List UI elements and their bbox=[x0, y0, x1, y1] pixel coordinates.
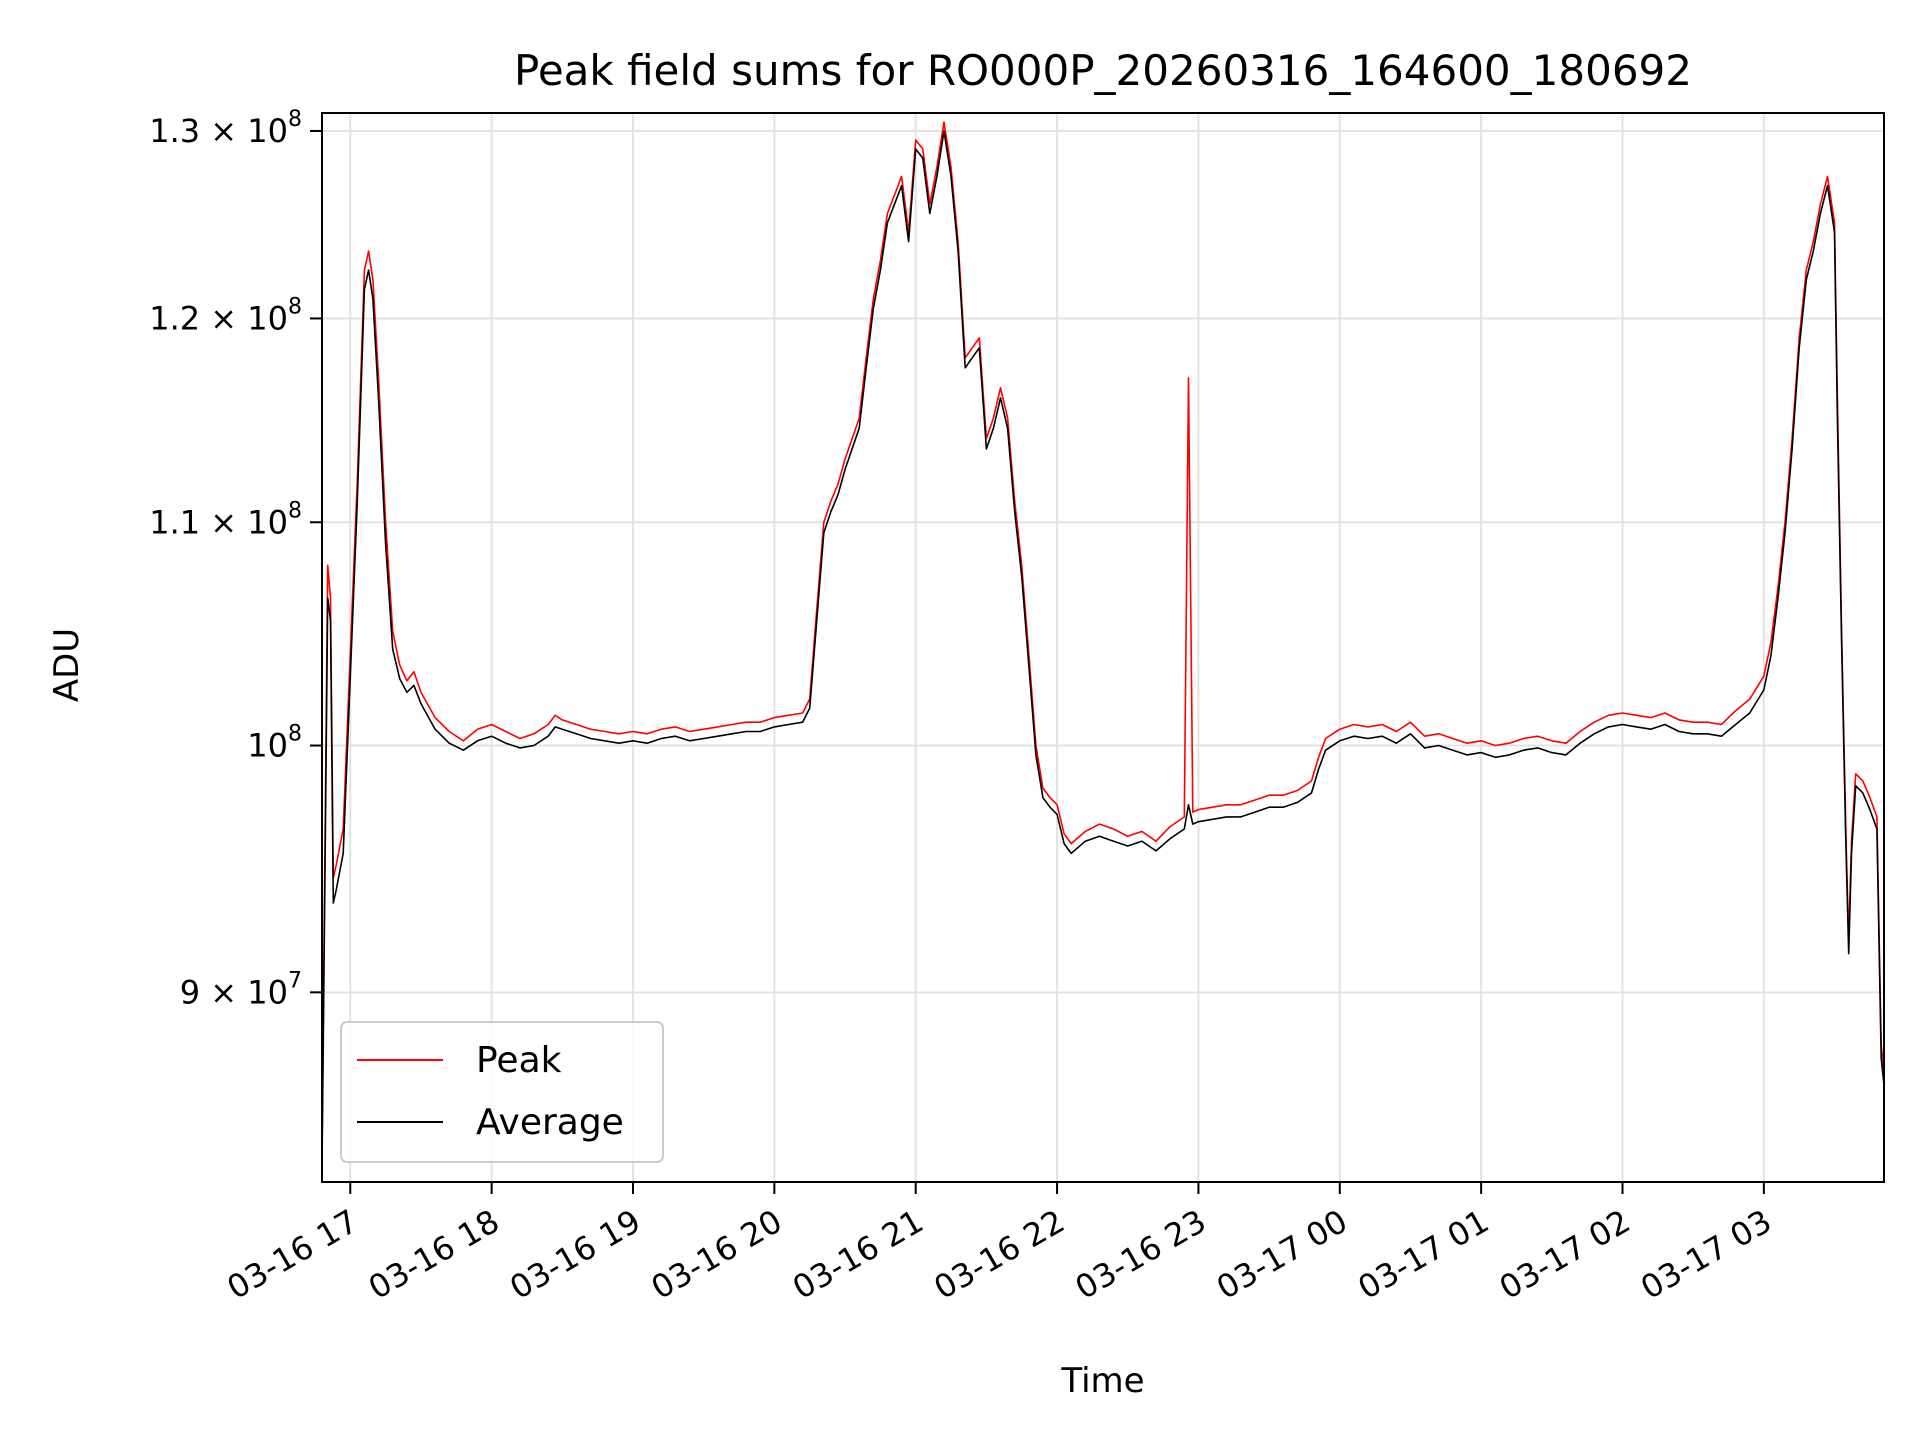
y-tick-label: 1.1 × 108 bbox=[149, 498, 302, 541]
series-layer bbox=[322, 121, 1884, 1168]
series-line-average bbox=[322, 130, 1884, 1168]
legend-box bbox=[340, 1021, 664, 1163]
chart-title: Peak field sums for RO000P_20260316_1646… bbox=[514, 46, 1692, 95]
y-gridlines bbox=[322, 129, 1884, 994]
x-axis-label: Time bbox=[1060, 1361, 1144, 1401]
plot-area-frame bbox=[321, 112, 1885, 1183]
y-tick-label: 1.2 × 108 bbox=[149, 294, 302, 337]
legend-label-average: Average bbox=[476, 1102, 624, 1143]
y-tick-label: 1.3 × 108 bbox=[149, 107, 302, 150]
y-tick-label: 9 × 107 bbox=[180, 968, 302, 1011]
y-tick-label: 108 bbox=[247, 722, 302, 765]
y-axis-label: ADU bbox=[47, 628, 87, 702]
x-gridlines bbox=[349, 113, 1765, 1182]
legend-label-peak: Peak bbox=[476, 1040, 562, 1081]
series-line-peak bbox=[322, 121, 1884, 1154]
legend: Peak Average bbox=[340, 1021, 664, 1163]
y-axis-ticks: 9 × 107 108 1.1 × 108 1.2 × 108 1.3 × 108 bbox=[149, 107, 322, 1011]
